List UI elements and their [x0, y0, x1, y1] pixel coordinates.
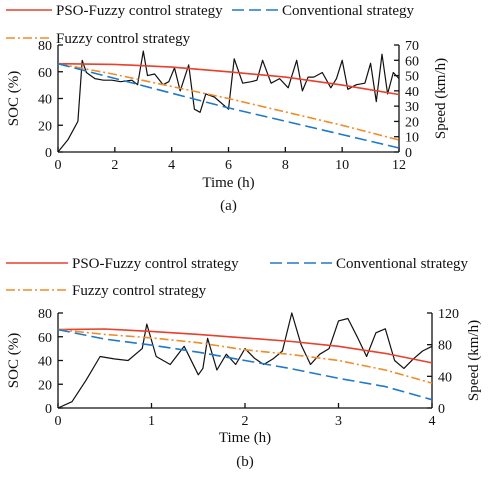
- series-line-solid: [57, 328, 433, 364]
- y2-tick-label: 40: [405, 85, 419, 100]
- legend-label: PSO-Fuzzy control strategy: [56, 3, 223, 19]
- y2-axis-label: Speed (km/h): [466, 320, 482, 401]
- x-tick-label: 4: [168, 158, 175, 173]
- x-tick-label: 2: [111, 158, 118, 173]
- x-tick-label: 10: [335, 158, 349, 173]
- legend-label: Conventional strategy: [336, 256, 469, 272]
- y-axis-label: SOC (%): [6, 71, 22, 126]
- y2-tick-label: 60: [405, 54, 419, 69]
- y2-tick-label: 0: [438, 402, 445, 417]
- y2-tick-label: 10: [405, 131, 419, 146]
- series-line-dashdot: [57, 62, 400, 141]
- series-line-dash: [57, 62, 400, 149]
- x-tick-label: 3: [335, 414, 342, 429]
- y-tick-label: 0: [45, 146, 52, 161]
- legend-label: Conventional strategy: [282, 3, 415, 19]
- y-tick-label: 60: [38, 66, 52, 81]
- y-tick-label: 20: [38, 378, 52, 393]
- x-tick-label: 4: [429, 414, 436, 429]
- y-axis-label: SOC (%): [6, 333, 22, 388]
- panel-caption: (a): [220, 198, 237, 214]
- y2-tick-label: 80: [438, 339, 452, 354]
- x-tick-label: 1: [148, 414, 155, 429]
- panel-caption: (b): [236, 454, 254, 470]
- series-line-dash: [57, 328, 433, 401]
- legend-label: PSO-Fuzzy control strategy: [72, 256, 239, 272]
- series-line-speed: [57, 50, 400, 153]
- y2-tick-label: 70: [405, 39, 419, 54]
- x-tick-label: 0: [55, 158, 62, 173]
- y-tick-label: 0: [45, 402, 52, 417]
- y-tick-label: 60: [38, 331, 52, 346]
- y-tick-label: 80: [38, 307, 52, 322]
- y2-axis-label: Speed (km/h): [433, 58, 449, 139]
- x-tick-label: 2: [242, 414, 249, 429]
- series-line-dashdot: [57, 328, 433, 384]
- y-tick-label: 40: [38, 355, 52, 370]
- y-tick-label: 20: [38, 119, 52, 134]
- x-tick-label: 6: [225, 158, 232, 173]
- y2-tick-label: 50: [405, 70, 419, 85]
- legend-label: Fuzzy control strategy: [72, 283, 207, 299]
- x-axis-label: Time (h): [219, 430, 271, 446]
- y2-tick-label: 20: [405, 115, 419, 130]
- x-tick-label: 8: [282, 158, 289, 173]
- y2-tick-label: 0: [405, 146, 412, 161]
- y-tick-label: 80: [38, 39, 52, 54]
- y2-tick-label: 120: [438, 307, 459, 322]
- legend-label: Fuzzy control strategy: [56, 31, 191, 47]
- y2-tick-label: 40: [438, 370, 452, 385]
- y-tick-label: 40: [38, 93, 52, 108]
- series-line-solid: [57, 62, 400, 96]
- y2-tick-label: 30: [405, 100, 419, 115]
- x-axis-label: Time (h): [202, 175, 254, 191]
- x-tick-label: 0: [55, 414, 62, 429]
- x-tick-label: 12: [392, 158, 406, 173]
